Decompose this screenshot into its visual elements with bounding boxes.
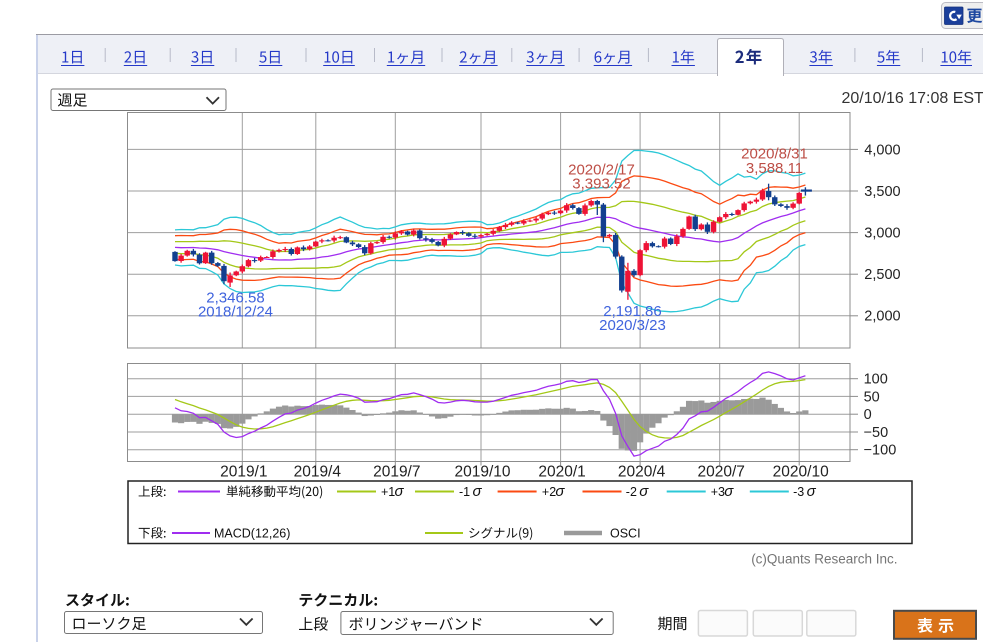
svg-text:MACD(12,26): MACD(12,26): [214, 527, 290, 541]
svg-text:3,500: 3,500: [864, 184, 900, 200]
svg-text:2,346.58: 2,346.58: [206, 289, 264, 306]
svg-text:3,000: 3,000: [864, 226, 900, 242]
svg-text:20/10/16 17:08 EST: 20/10/16 17:08 EST: [842, 90, 983, 107]
svg-text:4,000: 4,000: [864, 142, 900, 158]
svg-text:3,393.52: 3,393.52: [572, 176, 630, 193]
svg-text:2,000: 2,000: [864, 309, 900, 325]
svg-text:σ: σ: [395, 483, 405, 500]
svg-text:3,588.11: 3,588.11: [746, 160, 803, 177]
svg-text:+1: +1: [381, 485, 395, 499]
svg-text:σ: σ: [807, 483, 817, 500]
svg-text:2019/7: 2019/7: [373, 464, 420, 481]
svg-text:-3: -3: [793, 485, 804, 499]
svg-text:+2: +2: [542, 485, 556, 499]
svg-text:2020/7: 2020/7: [697, 464, 744, 481]
svg-text:-2: -2: [626, 485, 637, 499]
svg-text:(c)Quants Research Inc.: (c)Quants Research Inc.: [751, 552, 897, 567]
svg-text:2019/10: 2019/10: [454, 464, 510, 481]
svg-text:2020/3/23: 2020/3/23: [599, 317, 666, 334]
svg-text:2018/12/24: 2018/12/24: [198, 304, 273, 321]
svg-text:-1: -1: [459, 485, 470, 499]
svg-text:+3: +3: [711, 485, 725, 499]
svg-text:2019/4: 2019/4: [294, 464, 342, 481]
svg-text:100: 100: [864, 372, 888, 388]
svg-text:50: 50: [864, 389, 880, 405]
svg-text:σ: σ: [724, 483, 734, 500]
svg-text:2020/1: 2020/1: [538, 464, 585, 481]
svg-text:2,191.86: 2,191.86: [603, 303, 661, 320]
svg-text:−50: −50: [864, 425, 889, 441]
svg-text:σ: σ: [555, 483, 565, 500]
svg-text:2020/8/31: 2020/8/31: [741, 146, 808, 163]
svg-text:OSCI: OSCI: [610, 527, 641, 541]
svg-text:σ: σ: [639, 483, 649, 500]
svg-text:2020/4: 2020/4: [618, 464, 666, 481]
svg-text:−100: −100: [864, 443, 897, 459]
svg-text:2020/2/17: 2020/2/17: [568, 161, 635, 178]
svg-text:σ: σ: [473, 483, 483, 500]
svg-text:2019/1: 2019/1: [220, 464, 267, 481]
svg-text:0: 0: [864, 407, 872, 423]
svg-text:2020/10: 2020/10: [773, 464, 829, 481]
svg-text:2,500: 2,500: [864, 267, 900, 283]
